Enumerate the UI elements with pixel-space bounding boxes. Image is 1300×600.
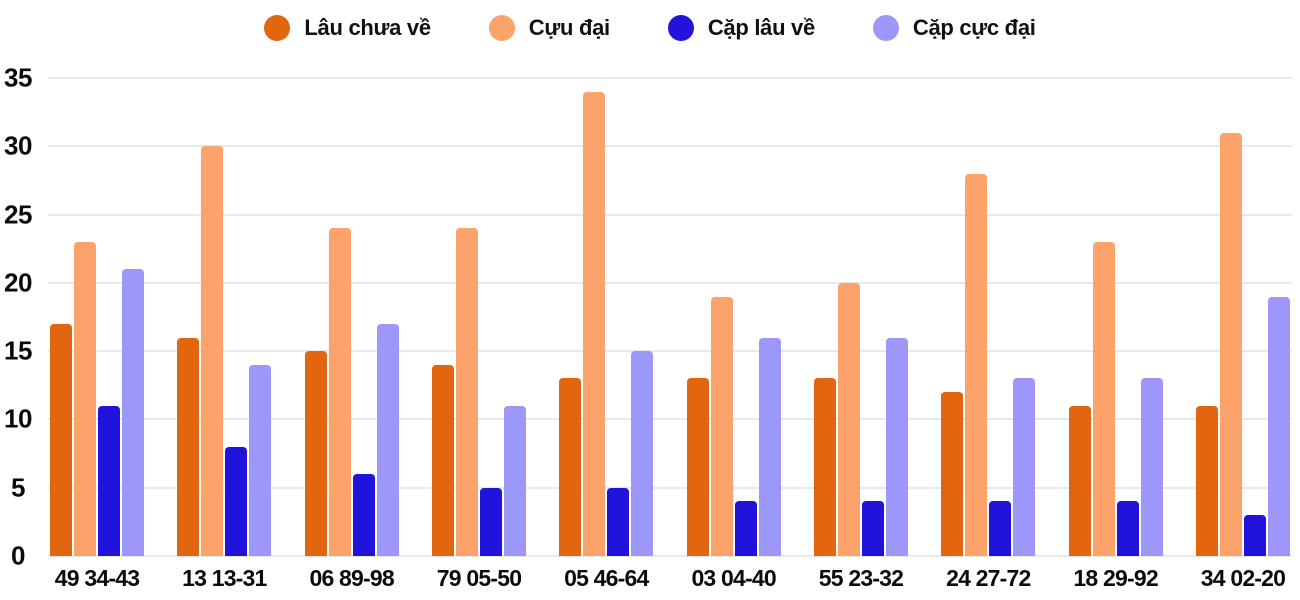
gridline [48,281,1292,284]
x-axis-tick-label: 79 05-50 [436,565,522,591]
bar [734,501,757,556]
x-axis-tick-label: 49 34-43 [54,565,140,591]
gridline [48,418,1292,421]
bar [1092,241,1115,556]
bar [1013,378,1036,556]
bar [352,474,375,556]
legend-item[interactable]: Cặp cực đại [872,15,1036,41]
x-axis-tick-label: 18 29-92 [1073,565,1158,591]
bar [479,487,502,556]
y-axis-tick-label: 30 [4,130,32,161]
bar [861,501,884,556]
y-axis-tick-label: 35 [4,62,32,93]
bar [249,364,272,556]
bar [503,405,526,556]
bar [989,501,1012,556]
y-axis-tick-label: 15 [4,335,32,366]
bar-group [813,78,908,556]
bar [1140,378,1163,556]
bar-group [1068,78,1163,556]
bar [1219,132,1242,556]
legend-item-label: Cặp lâu về [707,15,815,40]
gridline [48,77,1292,79]
bar-groups [48,78,1292,556]
bar [1116,501,1139,556]
chart-legend: Lâu chưa về Cựu đại Cặp lâu về Cặp cực đại [0,6,1300,50]
bar [1267,296,1290,556]
legend-dot-icon [667,15,694,41]
bar [583,91,606,556]
bar [941,392,964,556]
bar-group [177,78,272,556]
gridline [48,213,1292,216]
bar [328,228,351,556]
y-axis-tick-label: 0 [11,540,25,571]
plot-area [48,77,1292,557]
x-axis-tick-label: 24 27-72 [946,565,1031,591]
x-axis-tick-label: 55 23-32 [818,565,904,591]
bar [837,282,860,556]
bar-group [686,78,781,556]
bar [74,241,96,556]
y-axis-tick-label: 10 [4,403,32,434]
y-axis-tick-label: 25 [4,199,32,230]
bar [965,173,988,556]
legend-item-label: Cựu đại [528,15,610,40]
bar-group [50,78,144,556]
bar [710,296,733,556]
legend-item[interactable]: Cặp lâu về [667,15,815,41]
bar [1243,515,1266,556]
bar [1068,405,1091,556]
bar [122,269,144,556]
bar-group [304,78,399,556]
bar-group [431,78,526,556]
bar [98,405,120,556]
legend-dot-icon [872,15,899,41]
legend-dot-icon [488,15,515,41]
bar [50,323,72,556]
bar [177,337,200,556]
legend-item[interactable]: Cựu đại [488,15,610,41]
x-axis-tick-label: 03 04-40 [691,565,776,591]
bar-group [941,78,1036,556]
bar [559,378,582,556]
y-axis-tick-label: 5 [11,472,25,503]
x-axis-tick-label: 05 46-64 [564,565,649,591]
bar [631,351,654,556]
bar [686,378,709,556]
y-axis-tick-label: 20 [4,267,32,298]
bar [1195,405,1218,556]
legend-item[interactable]: Lâu chưa về [264,15,431,41]
bar [885,337,908,556]
bar-group [1195,78,1290,556]
gridline [48,350,1292,353]
gridline [48,555,1292,557]
bar [225,446,248,556]
bar [376,323,399,556]
bar [813,378,836,556]
x-axis-tick-label: 34 02-20 [1200,565,1286,591]
bar [455,228,478,556]
bar [607,487,630,556]
gridline [48,145,1292,148]
bar-group [559,78,654,556]
legend-item-label: Cặp cực đại [912,15,1036,40]
x-axis-tick-label: 13 13-31 [182,565,267,591]
bar [304,351,327,556]
bar [758,337,781,556]
x-axis: 49 34-43 13 13-31 06 89-98 79 05-50 05 46-64… [48,560,1292,600]
x-axis-tick-label: 06 89-98 [309,565,394,591]
bar [431,364,454,556]
y-axis: 0 5 10 15 20 25 30 35 [0,63,38,571]
gridline [48,486,1292,489]
legend-item-label: Lâu chưa về [304,15,431,40]
bar [201,146,224,556]
legend-dot-icon [264,15,291,41]
